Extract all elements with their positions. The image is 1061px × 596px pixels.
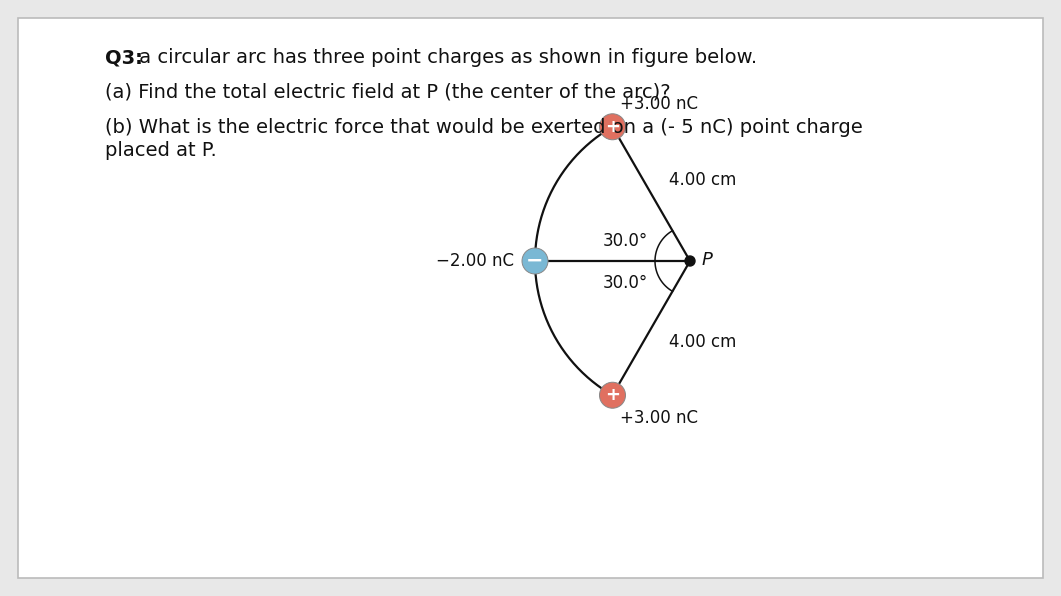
Text: Q3:: Q3: — [105, 48, 143, 67]
Text: a circular arc has three point charges as shown in figure below.: a circular arc has three point charges a… — [133, 48, 758, 67]
Text: 30.0°: 30.0° — [603, 232, 647, 250]
Text: +: + — [605, 118, 620, 136]
Text: +3.00 nC: +3.00 nC — [621, 95, 698, 113]
Text: 30.0°: 30.0° — [603, 274, 647, 292]
Text: +3.00 nC: +3.00 nC — [621, 409, 698, 427]
Text: −2.00 nC: −2.00 nC — [436, 252, 514, 270]
Text: (a) Find the total electric field at P (the center of the arc)?: (a) Find the total electric field at P (… — [105, 83, 671, 102]
Circle shape — [522, 248, 547, 274]
Text: placed at P.: placed at P. — [105, 141, 216, 160]
Text: +: + — [605, 386, 620, 404]
Circle shape — [599, 382, 626, 408]
Text: −: − — [526, 251, 543, 271]
Text: P: P — [702, 251, 713, 269]
Circle shape — [599, 114, 626, 140]
Text: (b) What is the electric force that would be exerted on a (- 5 nC) point charge: (b) What is the electric force that woul… — [105, 118, 863, 137]
FancyBboxPatch shape — [18, 18, 1043, 578]
Circle shape — [685, 256, 695, 266]
Text: 4.00 cm: 4.00 cm — [669, 333, 736, 351]
Text: 4.00 cm: 4.00 cm — [669, 171, 736, 189]
